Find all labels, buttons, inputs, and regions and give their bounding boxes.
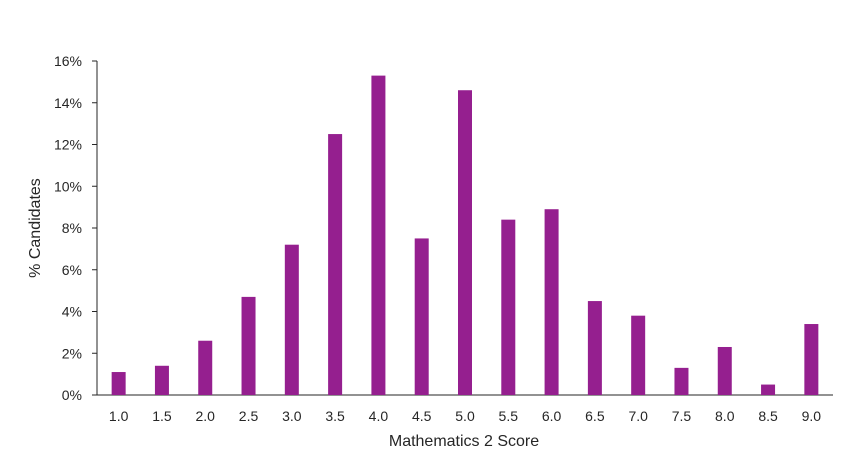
x-tick-label: 6.5 [585, 408, 605, 424]
x-axis-title: Mathematics 2 Score [389, 433, 539, 450]
x-tick-label: 3.5 [325, 408, 345, 424]
x-tick-label: 8.0 [715, 408, 735, 424]
bar-1.0 [111, 372, 126, 395]
y-tick-label: 0% [62, 387, 82, 403]
bar-8.5 [761, 384, 776, 395]
y-tick-label: 8% [62, 220, 82, 236]
bar-2.5 [241, 296, 256, 395]
x-tick-label: 8.5 [758, 408, 778, 424]
x-tick-label: 2.5 [239, 408, 259, 424]
x-tick-label: 2.0 [196, 408, 216, 424]
y-tick-label: 10% [54, 178, 82, 194]
bar-7.0 [631, 315, 646, 395]
y-tick-label: 12% [54, 137, 82, 153]
bar-2.0 [198, 340, 213, 395]
bar-6.0 [544, 209, 559, 395]
y-tick-label: 14% [54, 95, 82, 111]
bar-5.0 [458, 90, 472, 395]
y-tick-label: 16% [54, 53, 82, 69]
bars [111, 75, 819, 396]
y-tick-label: 6% [62, 262, 82, 278]
x-tick-label: 3.0 [282, 408, 302, 424]
bar-1.5 [154, 365, 169, 395]
bar-4.5 [414, 238, 429, 395]
x-tick-label: 9.0 [802, 408, 822, 424]
bar-5.5 [501, 219, 516, 395]
x-tick-label: 7.5 [672, 408, 692, 424]
x-tick-label: 1.0 [109, 408, 129, 424]
y-axis-title: % Candidates [27, 178, 44, 278]
x-tick-label: 6.0 [542, 408, 562, 424]
x-axis: 1.0 1.5 2.0 2.5 3.0 3.5 4.0 4.5 5.0 5.5 6.0 6.5 7.0 7… [97, 394, 833, 424]
bar-8.0 [717, 346, 732, 395]
bar-7.5 [674, 367, 689, 395]
x-tick-label: 4.5 [412, 408, 432, 424]
x-tick-label: 4.0 [369, 408, 389, 424]
bar-9.0 [804, 324, 819, 395]
bar-4.0 [371, 75, 386, 396]
x-tick-label: 5.0 [455, 408, 475, 424]
x-tick-label: 7.0 [628, 408, 648, 424]
y-tick-label: 4% [62, 304, 82, 320]
bar-3.5 [328, 134, 343, 395]
bar-3.0 [284, 244, 299, 395]
x-tick-label: 5.5 [499, 408, 519, 424]
y-tick-label: 2% [62, 345, 82, 361]
x-tick-label: 1.5 [152, 408, 172, 424]
bar-6.5 [587, 301, 602, 395]
y-axis: 0% 2% 4% 6% 8% 10% 12% 14% 16% [54, 53, 98, 403]
